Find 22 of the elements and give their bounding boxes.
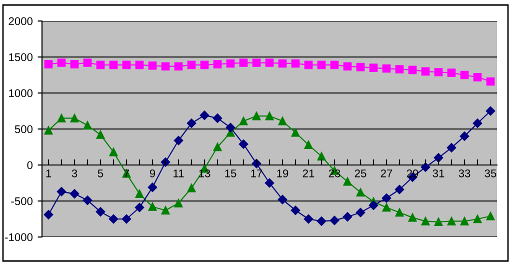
x-tick-label: 31 — [432, 169, 444, 178]
x-tick-label: 11 — [174, 170, 184, 178]
x-tick-label: 1 — [46, 170, 52, 178]
y-tick-label: 1000 — [9, 89, 33, 98]
x-tick-label: 17 — [251, 170, 262, 178]
x-tick-label: 15 — [225, 170, 236, 178]
x-tick-label: 21 — [302, 169, 314, 178]
y-tick-label: -1000 — [5, 233, 33, 242]
x-tick-label: 35 — [484, 169, 496, 178]
x-tick-label: 33 — [458, 169, 470, 178]
y-tick-label: 1500 — [9, 53, 33, 62]
x-tick-label: 27 — [380, 169, 392, 178]
y-tick-label: 2000 — [8, 17, 33, 26]
x-tick-label: 7 — [124, 170, 130, 178]
y-tick-label: 500 — [14, 125, 33, 134]
x-tick-label: 19 — [277, 169, 288, 178]
y-tick-label: -500 — [11, 197, 33, 206]
x-tick-label: 25 — [354, 169, 366, 178]
x-tick-label: 3 — [72, 169, 78, 178]
y-tick-label: 0 — [27, 161, 33, 170]
x-tick-label: 5 — [98, 170, 104, 178]
x-tick-label: 9 — [150, 169, 156, 178]
